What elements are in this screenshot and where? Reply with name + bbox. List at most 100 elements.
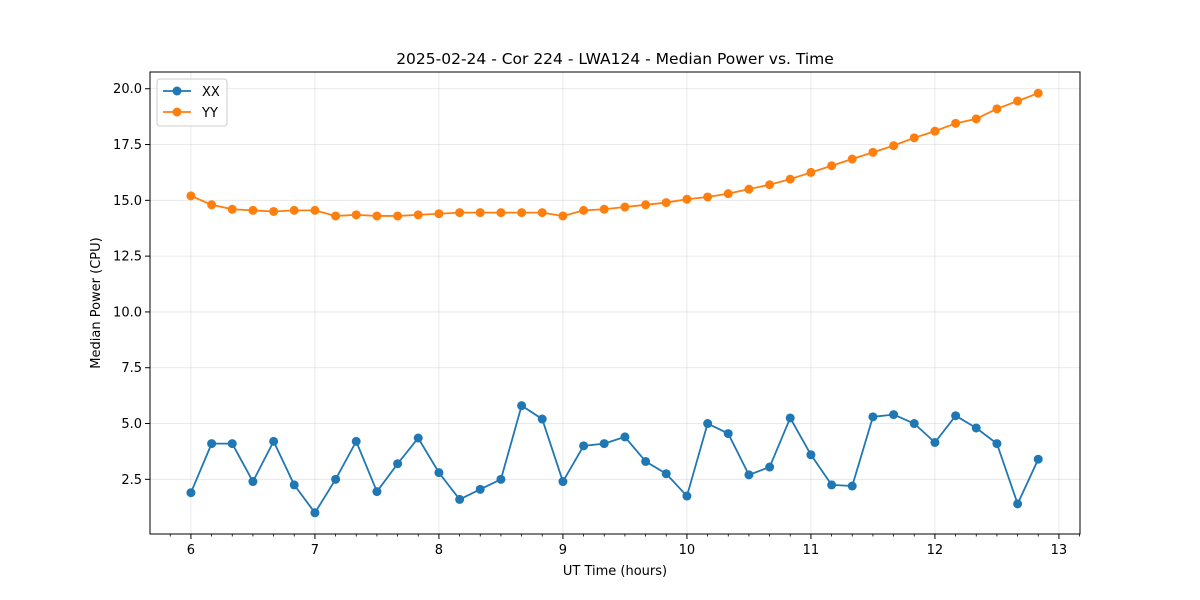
series-yy-point: [703, 192, 713, 202]
series-yy-point: [227, 204, 237, 214]
x-tick-label: 7: [311, 543, 319, 558]
series-xx-point: [455, 494, 465, 504]
series-xx-point: [289, 480, 299, 490]
series-yy-point: [992, 104, 1002, 114]
y-tick-label: 2.5: [121, 473, 142, 488]
series-xx-point: [620, 432, 630, 442]
y-tick-label: 15.0: [113, 194, 142, 209]
series-yy-point: [599, 204, 609, 214]
series-xx-point: [909, 419, 919, 429]
chart-title: 2025-02-24 - Cor 224 - LWA124 - Median P…: [396, 50, 834, 68]
series-xx-point: [496, 474, 506, 484]
series-xx-point: [579, 441, 589, 451]
series-xx: [186, 401, 1043, 518]
x-axis-label: UT Time (hours): [563, 564, 667, 579]
grid: [150, 72, 1080, 534]
series-xx-point: [703, 419, 713, 429]
series-yy-point: [331, 211, 341, 221]
x-tick-label: 10: [679, 543, 696, 558]
series-yy-point: [744, 184, 754, 194]
series-yy-point: [372, 211, 382, 221]
series-yy-point: [248, 205, 258, 215]
series-xx-point: [723, 429, 733, 439]
series-xx-point: [744, 470, 754, 480]
legend-yy-label: YY: [201, 106, 218, 121]
series-yy-point: [351, 210, 361, 220]
series-yy-point: [951, 118, 961, 128]
series-yy-point: [620, 202, 630, 212]
x-tick-label: 6: [187, 543, 195, 558]
legend-yy-marker: [172, 107, 182, 117]
series-xx-point: [847, 481, 857, 491]
series-yy-point: [1013, 96, 1023, 106]
series-yy-point: [785, 174, 795, 184]
plot-frame: [149, 71, 1081, 535]
series-xx-point: [558, 477, 568, 487]
series-xx-point: [537, 414, 547, 424]
series-xx-point: [331, 474, 341, 484]
series-xx-point: [971, 423, 981, 433]
legend: XX YY: [156, 78, 228, 127]
series-yy-point: [723, 189, 733, 199]
series-xx-point: [186, 488, 196, 498]
y-tick-label: 20.0: [113, 82, 142, 97]
series-yy-point: [971, 114, 981, 124]
series-xx-point: [351, 436, 361, 446]
series-yy-point: [496, 208, 506, 218]
series-xx-point: [517, 401, 527, 411]
series-yy-point: [558, 211, 568, 221]
y-tick-label: 17.5: [113, 138, 142, 153]
series-xx-point: [434, 468, 444, 478]
series-xx-point: [393, 459, 403, 469]
series-yy-point: [207, 200, 217, 210]
series-xx-point: [641, 456, 651, 466]
x-tick-label: 8: [435, 543, 443, 558]
series-yy-point: [289, 205, 299, 215]
y-tick-label: 7.5: [121, 361, 142, 376]
y-tick-label: 5.0: [121, 417, 142, 432]
series-yy-point: [765, 180, 775, 190]
series-yy-point: [868, 147, 878, 157]
series-xx-point: [1033, 454, 1043, 464]
series-yy-point: [434, 209, 444, 219]
series-xx-point: [827, 480, 837, 490]
series-yy-point: [661, 198, 671, 208]
series-xx-point: [661, 469, 671, 479]
series-yy-point: [413, 210, 423, 220]
x-tick-label: 11: [803, 543, 820, 558]
series-yy-point: [475, 208, 485, 218]
x-axis: 6 7 8 9 10 11 12 13: [169, 534, 1080, 558]
series-xx-point: [413, 433, 423, 443]
series-xx-point: [765, 462, 775, 472]
series-yy-point: [827, 161, 837, 171]
series-xx-point: [207, 439, 217, 449]
series-xx-point: [868, 412, 878, 422]
series-yy-point: [537, 208, 547, 218]
series-xx-point: [930, 437, 940, 447]
series-xx-point: [1013, 499, 1023, 509]
y-tick-label: 12.5: [113, 250, 142, 265]
series-yy-point: [455, 208, 465, 218]
series-yy-point: [889, 141, 899, 151]
series-yy-point: [847, 154, 857, 164]
series-yy-point: [517, 208, 527, 218]
series-yy: [186, 88, 1043, 221]
series-xx-point: [599, 439, 609, 449]
series-xx-point: [682, 491, 692, 501]
x-tick-label: 13: [1051, 543, 1068, 558]
legend-xx-label: XX: [202, 85, 220, 100]
y-tick-label: 10.0: [113, 305, 142, 320]
series-xx-point: [475, 484, 485, 494]
series-yy-point: [310, 205, 320, 215]
series-yy-point: [641, 200, 651, 210]
series-xx-point: [269, 436, 279, 446]
series-layer: [186, 88, 1043, 518]
series-xx-point: [372, 487, 382, 497]
series-xx-point: [310, 508, 320, 518]
series-yy-point: [682, 194, 692, 204]
x-tick-label: 12: [927, 543, 944, 558]
series-yy-point: [269, 206, 279, 216]
series-xx-point: [785, 413, 795, 423]
x-tick-label: 9: [559, 543, 567, 558]
series-yy-point: [909, 133, 919, 143]
